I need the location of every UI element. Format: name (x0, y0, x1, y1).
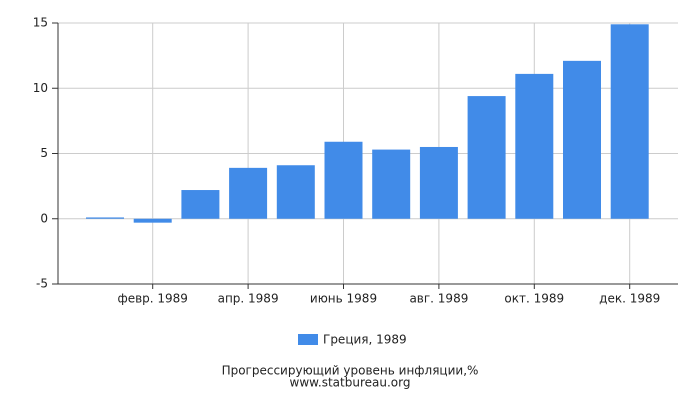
legend-swatch (298, 334, 318, 345)
x-tick-label: апр. 1989 (218, 292, 279, 306)
bar (324, 141, 363, 219)
bar (515, 73, 554, 219)
bar (419, 146, 458, 219)
bar (229, 167, 268, 219)
source: www.statbureau.org (290, 376, 411, 390)
y-tick-label: -5 (36, 277, 48, 291)
x-tick-label: окт. 1989 (504, 292, 564, 306)
y-tick-label: 15 (33, 16, 48, 30)
bar (372, 149, 411, 219)
y-tick-label: 10 (33, 81, 48, 95)
x-tick-label: июнь 1989 (310, 292, 377, 306)
bar (276, 165, 315, 219)
bar (86, 217, 124, 219)
chart-title: Прогрессирующий уровень инфляции,% (222, 364, 479, 378)
x-tick-label: февр. 1989 (117, 292, 188, 306)
bar (467, 96, 506, 219)
x-tick-label: авг. 1989 (409, 292, 468, 306)
x-tick-label: дек. 1989 (599, 292, 660, 306)
bar (181, 190, 220, 219)
y-tick-label: 0 (40, 211, 48, 225)
legend-label: Греция, 1989 (323, 333, 407, 347)
bar (610, 24, 649, 219)
bar (133, 218, 172, 223)
bar (563, 60, 601, 219)
y-tick-label: 5 (40, 146, 48, 160)
